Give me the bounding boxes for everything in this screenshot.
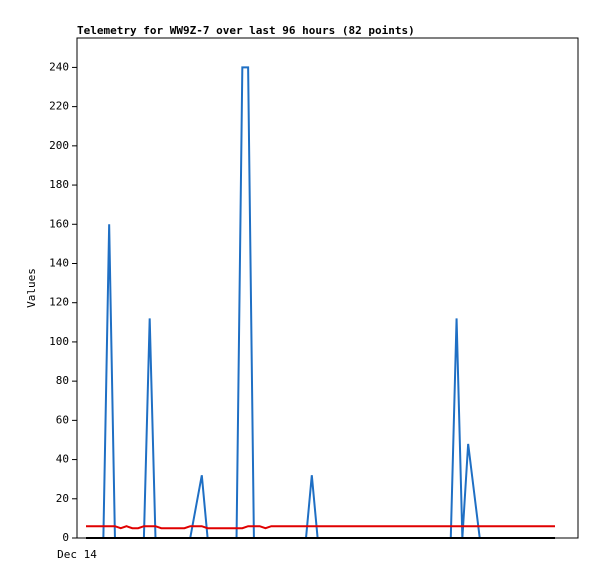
y-tick-label: 120 bbox=[49, 296, 69, 309]
y-tick-label: 40 bbox=[56, 453, 69, 466]
y-tick-label: 0 bbox=[62, 531, 69, 544]
y-tick-label: 240 bbox=[49, 60, 69, 73]
series-line bbox=[86, 525, 555, 530]
y-tick-label: 140 bbox=[49, 256, 69, 269]
series-line bbox=[86, 66, 555, 539]
y-tick-label: 20 bbox=[56, 492, 69, 505]
y-tick-label: 80 bbox=[56, 374, 69, 387]
plot-frame bbox=[76, 37, 579, 539]
x-tick-label: Dec 14 bbox=[57, 548, 97, 561]
y-tick-label: 200 bbox=[49, 139, 69, 152]
y-tick-label: 180 bbox=[49, 178, 69, 191]
y-axis-label: Values bbox=[25, 268, 38, 308]
y-tick-label: 220 bbox=[49, 100, 69, 113]
y-tick-label: 60 bbox=[56, 413, 69, 426]
y-tick-label: 160 bbox=[49, 217, 69, 230]
chart-title: Telemetry for WW9Z-7 over last 96 hours … bbox=[77, 24, 415, 37]
y-tick-label: 100 bbox=[49, 335, 69, 348]
